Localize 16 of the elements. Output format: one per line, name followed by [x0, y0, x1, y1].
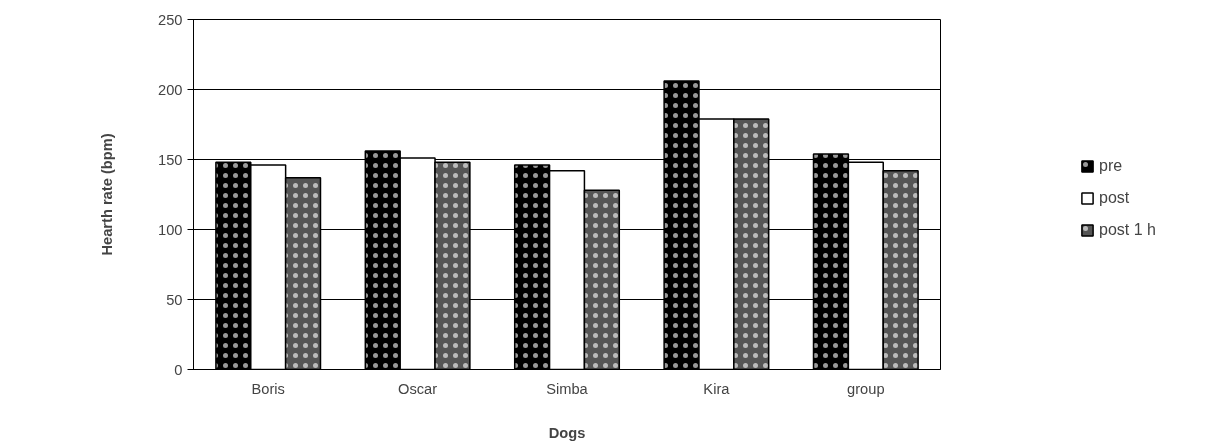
x-tick-label: Oscar [398, 380, 438, 397]
x-tick-label: Simba [546, 380, 589, 397]
legend-label: post 1 h [1099, 221, 1156, 239]
y-tick-label: 150 [158, 151, 183, 168]
x-tick-label: Boris [251, 380, 285, 397]
y-tick-label: 100 [158, 221, 183, 238]
x-axis-title: Dogs [548, 424, 586, 441]
y-axis-title: Hearth rate (bpm) [99, 133, 116, 256]
legend-label: post [1099, 189, 1130, 207]
y-tick-label: 250 [158, 11, 183, 28]
y-tick-label: 50 [166, 291, 183, 308]
x-tick-label: group [847, 380, 885, 397]
x-tick-label: Kira [703, 380, 731, 397]
legend-label: pre [1099, 157, 1123, 175]
y-tick-label: 200 [158, 81, 183, 98]
y-tick-label: 0 [174, 361, 183, 378]
